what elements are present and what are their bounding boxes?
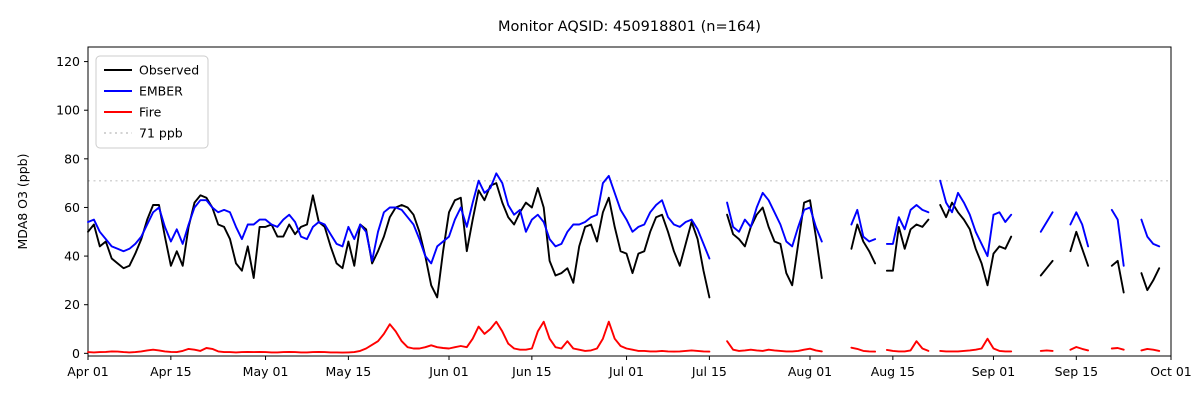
legend-label: EMBER: [139, 84, 183, 99]
y-tick-label: 0: [72, 346, 80, 361]
x-tick-label: May 01: [243, 364, 289, 379]
x-tick-label: Sep 15: [1055, 364, 1098, 379]
y-tick-label: 40: [64, 249, 80, 264]
x-tick-label: Aug 15: [871, 364, 915, 379]
legend-box: [95, 55, 209, 149]
series-line-observed: [87, 182, 1161, 299]
x-tick-label: Oct 01: [1150, 364, 1192, 379]
chart-title: Monitor AQSID: 450918801 (n=164): [498, 19, 761, 35]
x-tick-label: Aug 01: [788, 364, 832, 379]
x-tick-label: Sep 01: [972, 364, 1015, 379]
legend-label: Observed: [139, 63, 199, 78]
titles-group: Monitor AQSID: 450918801 (n=164) MDA8 O3 …: [15, 19, 761, 250]
plot-border: [87, 46, 1172, 357]
y-tick-label: 120: [56, 54, 80, 69]
series-line-fire: [87, 320, 1161, 354]
x-tick-label: Jun 15: [511, 364, 551, 379]
x-tick-label: Jul 01: [608, 364, 644, 379]
x-tick-label: Apr 01: [67, 364, 109, 379]
series-lines-group: [87, 172, 1161, 354]
y-tick-label: 80: [64, 151, 80, 166]
series-line-ember: [87, 172, 1161, 267]
x-tick-label: Jul 15: [691, 364, 727, 379]
axes-group: 0 20 40 60 80 100 120 Apr 01 Apr 15 May 01 May 15 J…: [56, 46, 1192, 379]
x-tick-label: May 15: [326, 364, 372, 379]
y-tick-label: 60: [64, 200, 80, 215]
x-tick-label: Apr 15: [150, 364, 192, 379]
y-tick-label: 20: [64, 297, 80, 312]
y-tick-label: 100: [56, 103, 80, 118]
legend-label: 71 ppb: [139, 126, 183, 141]
y-axis-title: MDA8 O3 (ppb): [15, 154, 30, 250]
legend-label: Fire: [139, 105, 162, 120]
legend-group: Observed EMBER Fire 71 ppb: [95, 55, 209, 149]
x-tick-label: Jun 01: [428, 364, 468, 379]
